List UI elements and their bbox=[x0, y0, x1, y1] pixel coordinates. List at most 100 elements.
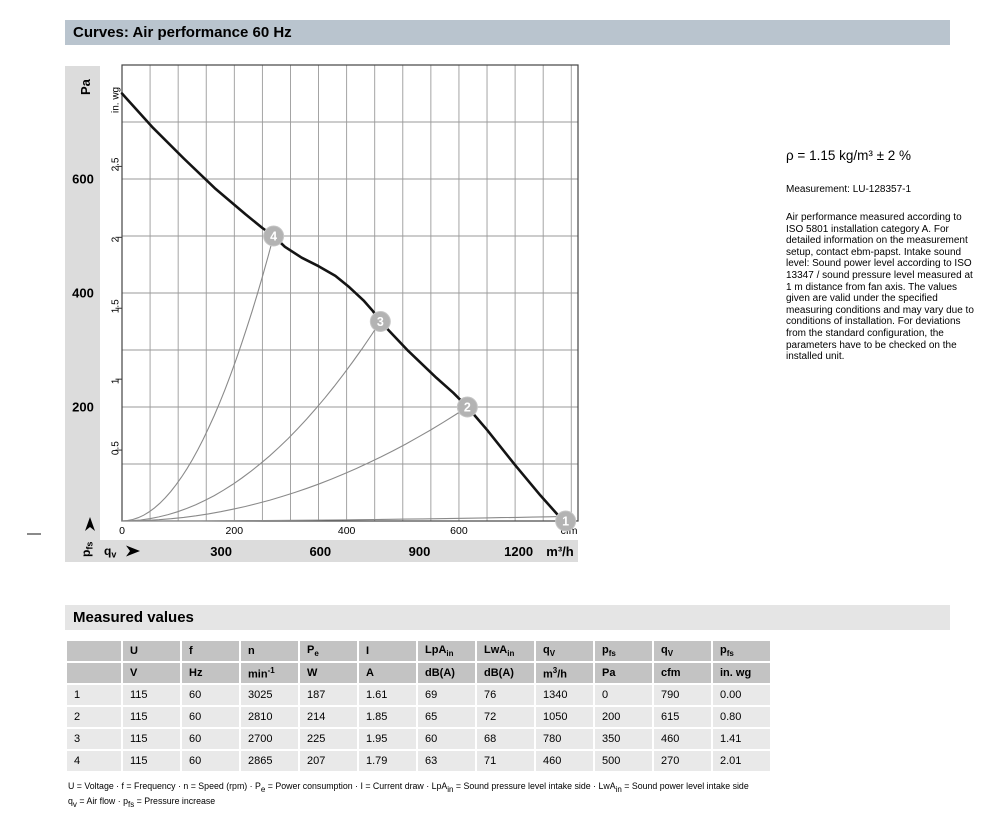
table-header-cell: n bbox=[241, 641, 298, 661]
table-cell: 0.00 bbox=[713, 685, 770, 705]
inwg-tick-label: 1 bbox=[111, 378, 122, 384]
cfm-tick-label: 0 bbox=[119, 525, 125, 537]
table-header-cell: W bbox=[300, 663, 357, 683]
table-header-cell: V bbox=[123, 663, 180, 683]
table-header-cell: U bbox=[123, 641, 180, 661]
operating-point-marker-3 bbox=[369, 311, 391, 332]
table-header-cell: Pe bbox=[300, 641, 357, 661]
table-cell: 225 bbox=[300, 729, 357, 749]
table-cell: 63 bbox=[418, 751, 475, 771]
table-header-cell: A bbox=[359, 663, 416, 683]
table-cell: 615 bbox=[654, 707, 711, 727]
table-cell: 2 bbox=[67, 707, 121, 727]
table-cell: 3025 bbox=[241, 685, 298, 705]
legend-footnote-line1: U = Voltage · f = Frequency · n = Speed … bbox=[68, 781, 749, 794]
operating-point-marker-4 bbox=[263, 225, 285, 247]
measured-values-bar: Measured values bbox=[65, 605, 950, 630]
legend-footnote-line2: qv = Air flow · pfs = Pressure increase bbox=[68, 796, 216, 809]
table-header-cell: m3/h bbox=[536, 663, 593, 683]
load-curve-3 bbox=[121, 321, 381, 522]
page-title: Curves: Air performance 60 Hz bbox=[73, 24, 292, 41]
table-cell: 115 bbox=[123, 729, 180, 749]
table-cell: 60 bbox=[182, 729, 239, 749]
operating-point-markers: 1 2 3 4 bbox=[263, 225, 577, 532]
inwg-tick-label: 1.5 bbox=[111, 299, 122, 313]
table-cell: 1.41 bbox=[713, 729, 770, 749]
table-cell: 71 bbox=[477, 751, 534, 771]
m3h-tick-label: 1200 bbox=[504, 544, 533, 559]
table-cell: 207 bbox=[300, 751, 357, 771]
table-cell: 460 bbox=[536, 751, 593, 771]
table-header-cell: LwAin bbox=[477, 641, 534, 661]
table-cell: 2810 bbox=[241, 707, 298, 727]
table-row: 4 115 60 2865 207 1.79 63 71 460 500 270 2.01 bbox=[67, 751, 770, 771]
table-cell: 1.79 bbox=[359, 751, 416, 771]
pfs-up-arrow-icon bbox=[85, 517, 95, 531]
inwg-tick-label: 2 bbox=[111, 236, 122, 242]
table-cell: 1050 bbox=[536, 707, 593, 727]
load-curve-2 bbox=[121, 406, 468, 522]
x-axis-band bbox=[65, 540, 578, 562]
table-cell: 214 bbox=[300, 707, 357, 727]
table-cell: 460 bbox=[654, 729, 711, 749]
measurement-notes: ρ = 1.15 kg/m³ ± 2 % Measurement: LU-128… bbox=[786, 148, 976, 373]
operating-point-number: 2 bbox=[464, 400, 471, 414]
table-cell: 1.95 bbox=[359, 729, 416, 749]
table-header-cell: I bbox=[359, 641, 416, 661]
y-axis-band bbox=[65, 66, 100, 562]
grid bbox=[122, 65, 578, 521]
table-cell: 4 bbox=[67, 751, 121, 771]
table-header-cell: pfs bbox=[713, 641, 770, 661]
section-title-bar: Curves: Air performance 60 Hz bbox=[65, 20, 950, 45]
table-cell: 2.01 bbox=[713, 751, 770, 771]
table-cell: 1340 bbox=[536, 685, 593, 705]
table-body: 1 115 60 3025 187 1.61 69 76 1340 0 790 0.00 2 115 60 2… bbox=[67, 685, 770, 771]
table-cell: 69 bbox=[418, 685, 475, 705]
table-header-cell bbox=[67, 641, 121, 661]
m3h-tick-label: 300 bbox=[210, 544, 232, 559]
measurement-reference: Measurement: LU-128357-1 bbox=[786, 184, 912, 195]
table-header-cell: min-1 bbox=[241, 663, 298, 683]
pfs-axis-label: pfs bbox=[79, 542, 95, 557]
table-cell: 187 bbox=[300, 685, 357, 705]
table-cell: 60 bbox=[418, 729, 475, 749]
table-cell: 60 bbox=[182, 707, 239, 727]
table-header-cell: Pa bbox=[595, 663, 652, 683]
table-header-cell bbox=[67, 663, 121, 683]
table-header-cell: qV bbox=[654, 641, 711, 661]
table-header-cell: dB(A) bbox=[477, 663, 534, 683]
table-header-cell: qV bbox=[536, 641, 593, 661]
cfm-tick-label: 200 bbox=[226, 525, 244, 537]
table-cell: 65 bbox=[418, 707, 475, 727]
pa-tick-label: 600 bbox=[72, 172, 94, 187]
table-cell: 115 bbox=[123, 707, 180, 727]
table-cell: 115 bbox=[123, 685, 180, 705]
operating-point-marker-1 bbox=[555, 510, 577, 532]
measured-values-title: Measured values bbox=[73, 609, 194, 626]
table-cell: 350 bbox=[595, 729, 652, 749]
table-cell: 780 bbox=[536, 729, 593, 749]
table-cell: 68 bbox=[477, 729, 534, 749]
table-cell: 1 bbox=[67, 685, 121, 705]
operating-point-marker-2 bbox=[456, 396, 478, 418]
inwg-tick-label: 2.5 bbox=[111, 157, 122, 171]
table-header-cell: LpAin bbox=[418, 641, 475, 661]
pa-tick-label: 400 bbox=[72, 286, 94, 301]
table-header-cell: in. wg bbox=[713, 663, 770, 683]
table-cell: 790 bbox=[654, 685, 711, 705]
table-header-cell: cfm bbox=[654, 663, 711, 683]
table-cell: 0 bbox=[595, 685, 652, 705]
m3h-tick-label: 600 bbox=[309, 544, 331, 559]
table-header-cell: pfs bbox=[595, 641, 652, 661]
load-curve-4 bbox=[121, 235, 275, 522]
table-cell: 3 bbox=[67, 729, 121, 749]
table-cell: 500 bbox=[595, 751, 652, 771]
pa-axis-unit: Pa bbox=[78, 78, 93, 95]
table-cell: 1.85 bbox=[359, 707, 416, 727]
inwg-tick-label: 0.5 bbox=[111, 441, 122, 455]
inwg-axis-unit: in. wg bbox=[111, 87, 122, 113]
qv-right-arrow-icon bbox=[126, 545, 140, 557]
